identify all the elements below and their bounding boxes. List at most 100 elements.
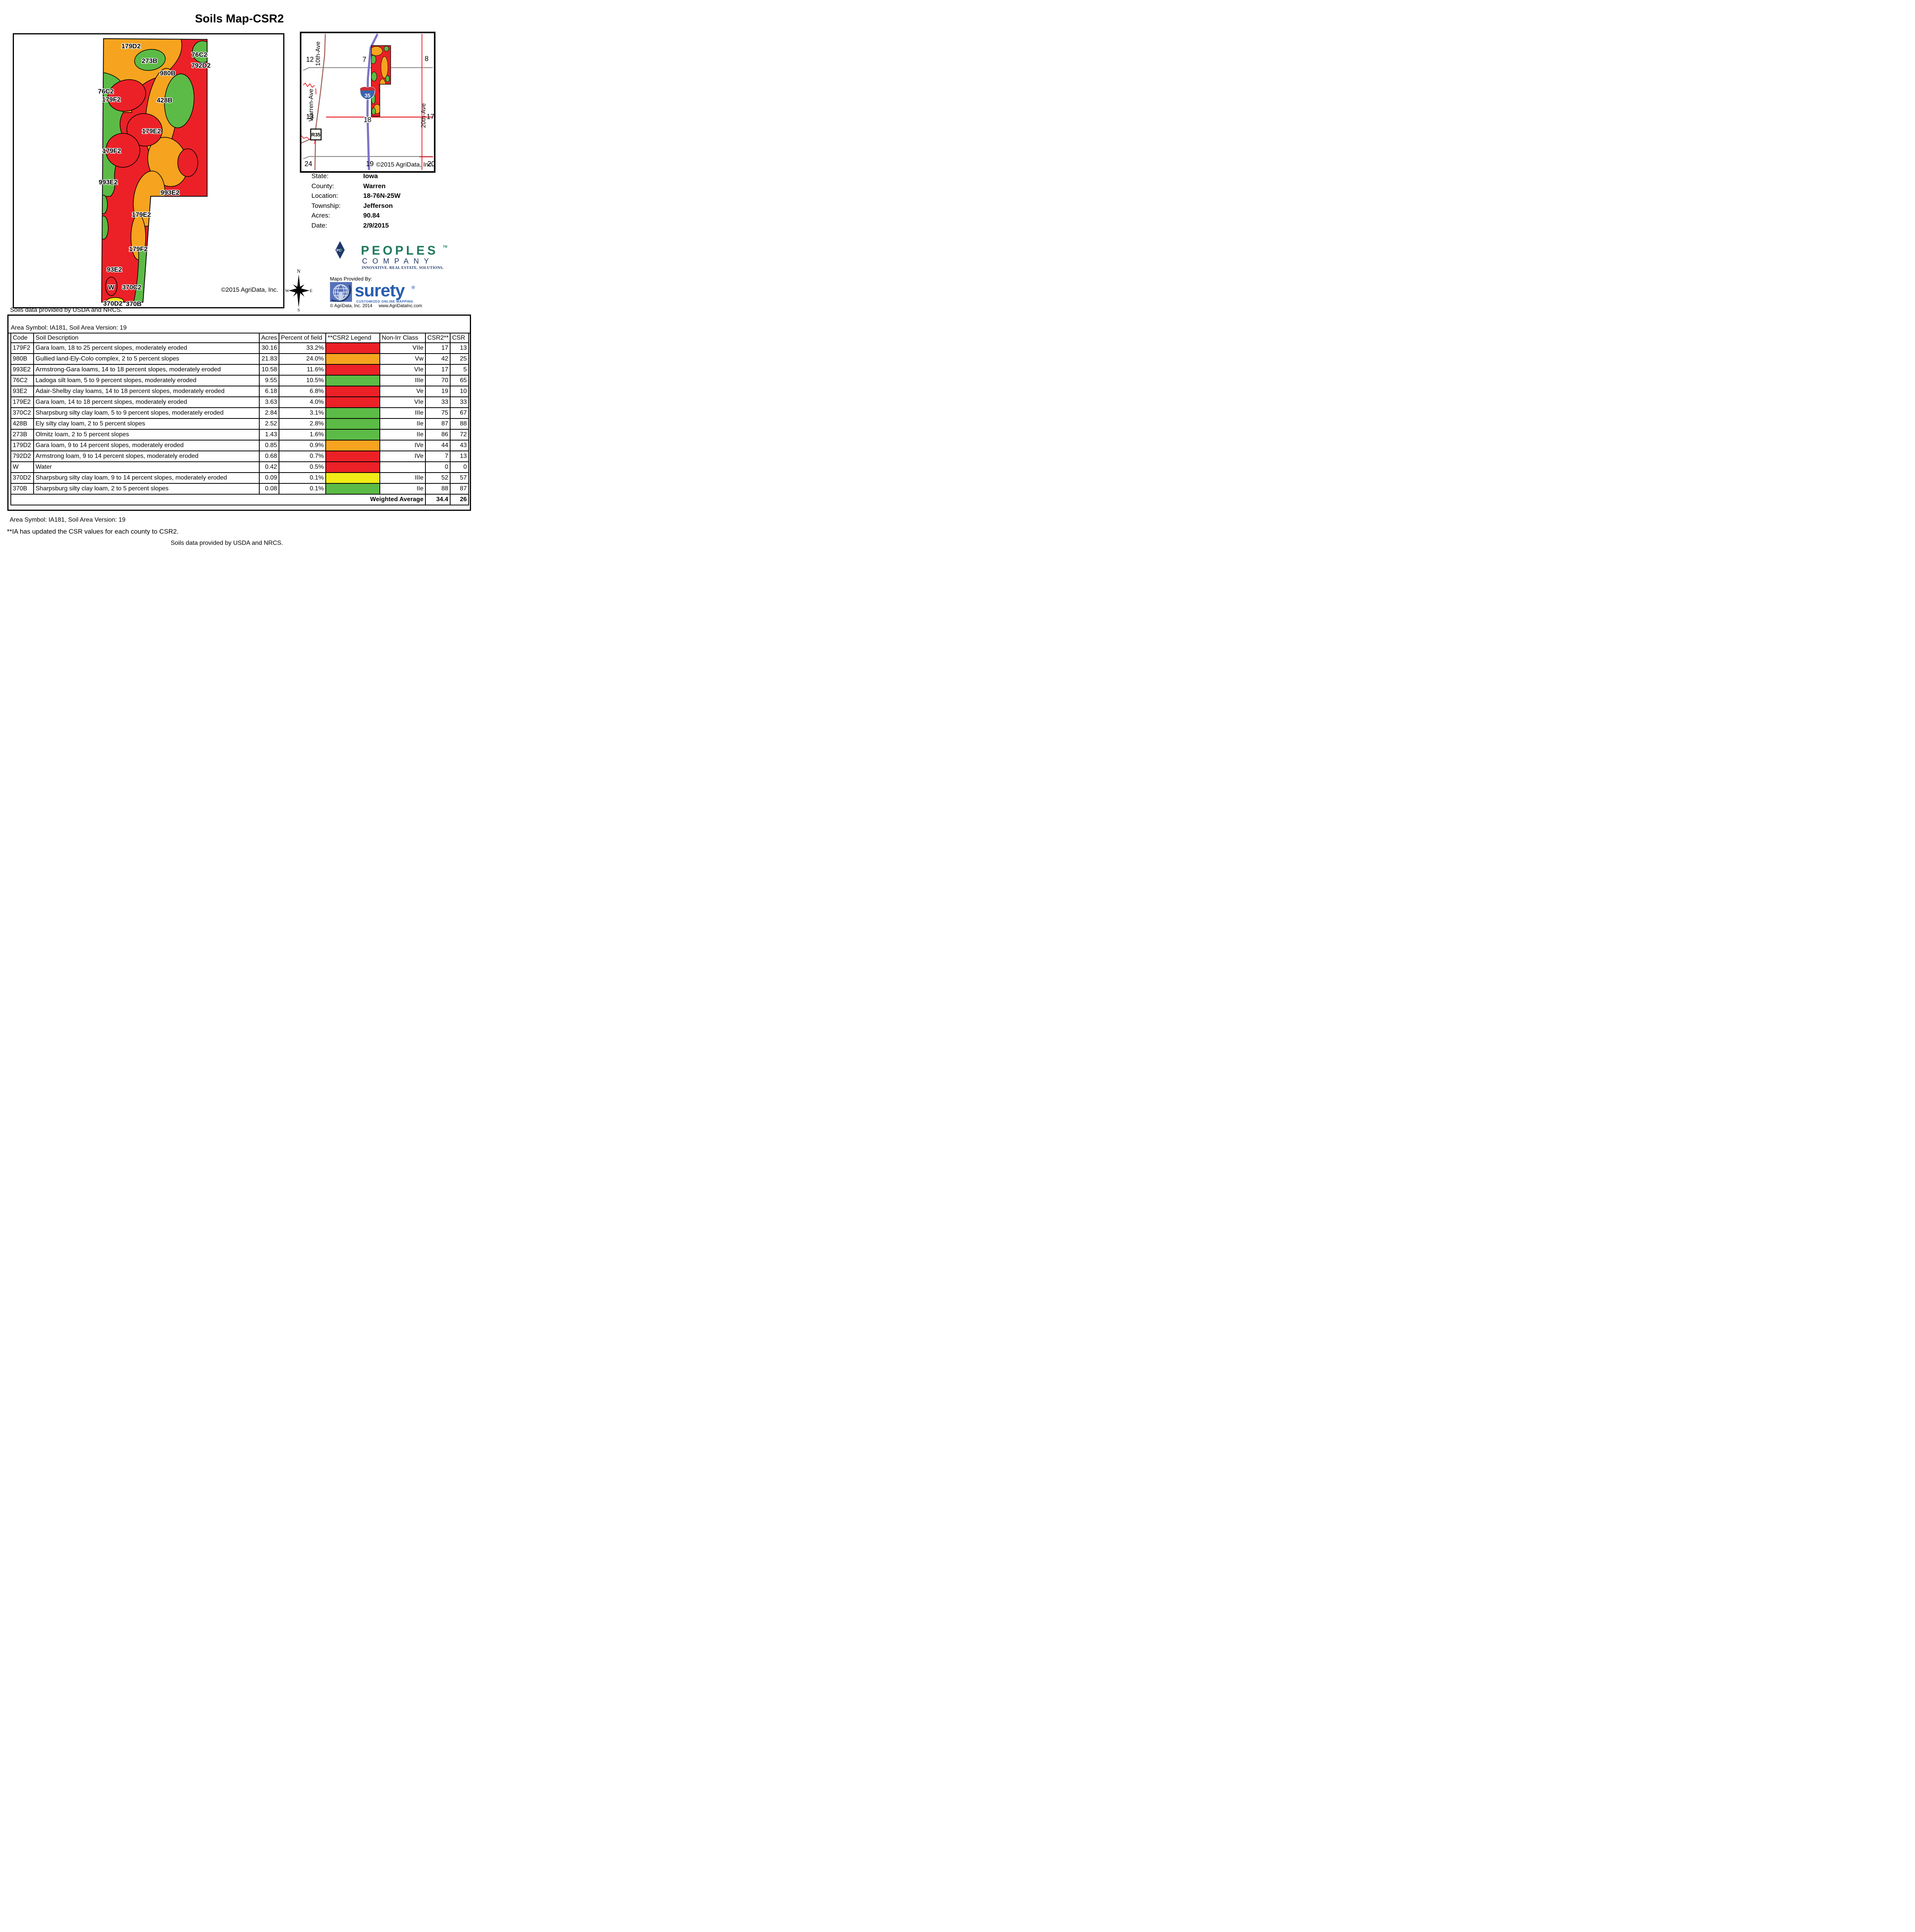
soil-code-label: 980B — [160, 70, 176, 77]
cell-csr2: 70 — [425, 375, 451, 386]
soil-code-label: W — [108, 284, 115, 291]
peoples-company-logo: PC PEOPLES TM COMPANY INNOVATIVE. REAL E… — [332, 240, 460, 272]
cell-nonirr-class: VIe — [379, 364, 426, 376]
cell-legend-swatch — [325, 342, 380, 354]
soil-code-label: 179D2 — [121, 43, 141, 50]
table-row: 179F2 Gara loam, 18 to 25 percent slopes… — [10, 342, 469, 354]
compass-rose-icon: N W E S — [285, 268, 313, 312]
mini-parcel-green — [384, 46, 389, 52]
footer-area-symbol: Area Symbol: IA181, Soil Area Version: 1… — [10, 517, 126, 523]
col-header-nonirr: Non-Irr Class — [379, 333, 426, 343]
cell-acres: 2.84 — [259, 407, 279, 419]
cell-acres: 6.18 — [259, 386, 279, 397]
weighted-average-row: Weighted Average 34.4 26 — [10, 494, 469, 505]
cell-percent: 3.1% — [279, 407, 326, 419]
soils-report-page: Soils Map-CSR2 — [0, 0, 479, 648]
cell-percent: 2.8% — [279, 418, 326, 430]
cell-csr: 5 — [450, 364, 469, 376]
cell-csr2: 17 — [425, 364, 451, 376]
table-row: 273B Olmitz loam, 2 to 5 percent slopes … — [10, 429, 469, 440]
cell-nonirr-class: IVe — [379, 440, 426, 451]
soil-code-label: 370D2 — [103, 300, 122, 307]
cell-csr: 67 — [450, 407, 469, 419]
cell-percent: 6.8% — [279, 386, 326, 397]
table-header-row: Code Soil Description Acres Percent of f… — [10, 333, 469, 343]
soil-code-label: 179E2 — [132, 211, 151, 218]
cell-csr: 88 — [450, 418, 469, 430]
section-number: 20 — [427, 160, 434, 168]
cell-nonirr-class: IIIe — [379, 375, 426, 386]
cell-percent: 0.1% — [279, 483, 326, 495]
cell-nonirr-class: Vw — [379, 353, 426, 365]
registered-symbol: ® — [412, 285, 415, 290]
col-header-csr2: CSR2** — [425, 333, 451, 343]
info-label: Date: — [311, 221, 327, 229]
cell-csr: 65 — [450, 375, 469, 386]
cell-nonirr-class: IIe — [379, 429, 426, 440]
cell-csr2: 52 — [425, 472, 451, 484]
table-row: 93E2 Adair-Shelby clay loams, 14 to 18 p… — [10, 386, 469, 397]
soil-region-red — [107, 79, 146, 112]
soils-table: Code Soil Description Acres Percent of f… — [10, 333, 469, 505]
soil-region-yellow — [106, 297, 124, 302]
cell-csr: 10 — [450, 386, 469, 397]
section-line — [303, 67, 433, 71]
footer-csr2-note: **IA has updated the CSR values for each… — [7, 528, 179, 535]
cell-legend-swatch — [325, 440, 380, 451]
compass-west: W — [285, 288, 289, 293]
cell-percent: 33.2% — [279, 342, 326, 354]
table-row: 792D2 Armstrong loam, 9 to 14 percent sl… — [10, 451, 469, 462]
cell-csr: 0 — [450, 461, 469, 473]
agridata-url: www.AgriDataInc.com — [379, 304, 422, 308]
cell-code: 370C2 — [10, 407, 34, 419]
road-label-warren-ave: Warren-Ave — [308, 89, 315, 122]
section-number: 12 — [306, 56, 314, 63]
cell-description: Ely silty clay loam, 2 to 5 percent slop… — [33, 418, 260, 430]
soil-region-water-outline — [105, 277, 117, 296]
soils-table-container: Area Symbol: IA181, Soil Area Version: 1… — [7, 315, 471, 511]
creek-line — [303, 82, 315, 88]
company-wordmark: COMPANY — [362, 257, 434, 265]
interstate-35-shield: 35 — [360, 87, 375, 100]
cell-description: Armstrong loam, 9 to 14 percent slopes, … — [33, 451, 260, 462]
soil-region-red — [105, 133, 140, 168]
cell-code: W — [10, 461, 34, 473]
agridata-copyright: © AgriData, Inc. 2014 — [330, 304, 372, 308]
cell-code: 980B — [10, 353, 34, 365]
soil-code-label: 273B — [142, 57, 158, 65]
weighted-average-csr2: 34.4 — [425, 494, 451, 505]
table-row: 370B Sharpsburg silty clay loam, 2 to 5 … — [10, 483, 469, 495]
cell-description: Olmitz loam, 2 to 5 percent slopes — [33, 429, 260, 440]
mini-parcel-boundary — [371, 45, 391, 117]
cell-percent: 0.5% — [279, 461, 326, 473]
cell-code: 76C2 — [10, 375, 34, 386]
soil-code-label: 179E2 — [142, 128, 161, 135]
cell-csr: 25 — [450, 353, 469, 365]
soil-region-green — [134, 49, 166, 71]
section-number: 8 — [425, 55, 429, 63]
col-header-acres: Acres — [259, 333, 279, 343]
soil-code-label: 76C2 — [98, 88, 114, 95]
cell-legend-swatch — [325, 364, 380, 376]
cell-csr2: 7 — [425, 451, 451, 462]
cell-percent: 0.7% — [279, 451, 326, 462]
info-label: Township: — [311, 202, 341, 209]
cell-acres: 21.83 — [259, 353, 279, 365]
surety-logo-block: Maps Provided By: surety ® CUSTOMIZED ON… — [329, 276, 445, 312]
info-row-location: Location: 18-76N-25W — [311, 192, 439, 202]
compass-south: S — [298, 307, 300, 312]
cell-legend-swatch — [325, 386, 380, 397]
col-header-percent: Percent of field — [279, 333, 326, 343]
section-number: 17 — [427, 113, 434, 121]
cell-description: Water — [33, 461, 260, 473]
minimap-attribution: ©2015 AgriData, Inc. — [376, 162, 433, 168]
cell-description: Gara loam, 14 to 18 percent slopes, mode… — [33, 396, 260, 408]
cell-csr2: 0 — [425, 461, 451, 473]
mini-parcel-green — [385, 75, 390, 82]
info-value: 90.84 — [363, 212, 380, 219]
cell-description: Sharpsburg silty clay loam, 2 to 5 perce… — [33, 483, 260, 495]
section-number: 7 — [362, 56, 366, 63]
mini-parcel-orange — [379, 78, 386, 96]
info-label: Location: — [311, 192, 338, 200]
info-row-state: State: Iowa — [311, 172, 439, 182]
